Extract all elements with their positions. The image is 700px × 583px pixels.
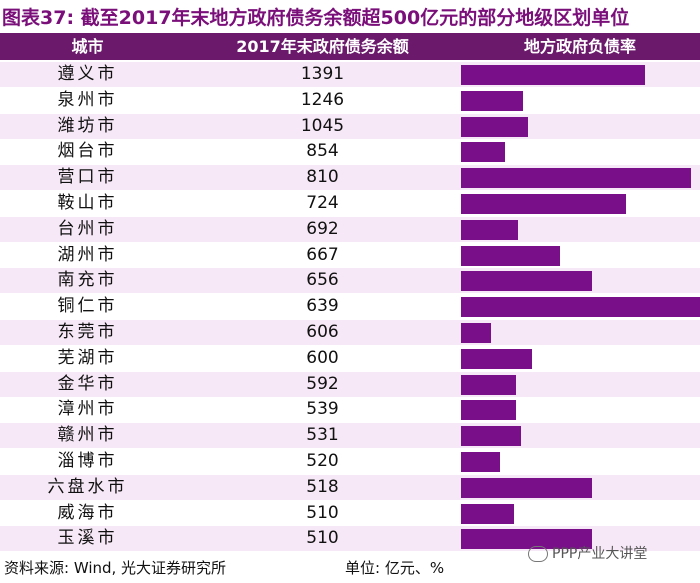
city-label: 鞍山市 <box>57 193 118 213</box>
debt-ratio-bar <box>461 374 516 395</box>
city-label: 台州市 <box>57 218 118 239</box>
table-row: 遵义市 1391 <box>0 62 700 87</box>
debt-value: 1045 <box>300 115 345 136</box>
debt-value: 656 <box>306 270 339 291</box>
table-row: 东莞市 606 <box>0 320 700 345</box>
debt-value: 667 <box>306 244 339 265</box>
watermark-text: PPP产业大讲堂 <box>552 546 648 562</box>
table-row: 营口市 810 <box>0 165 700 191</box>
city-label: 东莞市 <box>57 322 118 342</box>
debt-value: 692 <box>306 218 339 239</box>
city-label: 威海市 <box>57 502 118 523</box>
debt-ratio-bar <box>461 194 626 214</box>
table-row: 赣州市 531 <box>0 423 700 449</box>
table-row: 芜湖市 600 <box>0 346 700 371</box>
city-label: 芜湖市 <box>57 347 118 368</box>
debt-value: 510 <box>306 502 339 523</box>
column-header-ratio: 地方政府负债率 <box>523 37 636 56</box>
city-label: 铜仁市 <box>57 296 118 317</box>
table-row: 铜仁市 639 <box>0 294 700 319</box>
city-label: 南充市 <box>57 270 118 291</box>
city-label: 六盘水市 <box>47 476 128 497</box>
debt-value: 724 <box>306 193 339 213</box>
debt-value: 1246 <box>300 89 345 110</box>
city-label: 金华市 <box>57 373 118 394</box>
column-header-city: 城市 <box>71 37 104 56</box>
city-label: 潍坊市 <box>57 115 118 136</box>
debt-ratio-bar <box>461 116 528 137</box>
debt-ratio-bar <box>461 245 560 266</box>
city-label: 遵义市 <box>57 64 118 84</box>
debt-ratio-bar <box>461 142 505 163</box>
debt-value: 510 <box>306 528 339 549</box>
city-label: 赣州市 <box>57 425 118 446</box>
city-label: 烟台市 <box>57 141 118 162</box>
debt-ratio-bar <box>461 477 592 498</box>
table-row: 六盘水市 518 <box>0 474 700 500</box>
table-body: 遵义市 1391 泉州市 1246 潍坊市 1045 烟台市 854 营口市 810 鞍山市 724 台… <box>0 62 700 552</box>
debt-value: 1391 <box>300 64 345 84</box>
table-row: 金华市 592 <box>0 371 700 397</box>
table-row: 淄博市 520 <box>0 449 700 474</box>
table-header: 城市 2017年末政府债务余额 地方政府负债率 <box>0 33 700 60</box>
table-row: 烟台市 854 <box>0 139 700 164</box>
table-row: 台州市 692 <box>0 216 700 242</box>
debt-ratio-bar <box>461 348 532 369</box>
debt-value: 854 <box>306 141 339 162</box>
debt-ratio-bar <box>461 168 691 189</box>
table-row: 漳州市 539 <box>0 397 700 422</box>
chat-bubble-icon <box>528 546 548 562</box>
table-row: 威海市 510 <box>0 501 700 526</box>
table-row: 鞍山市 724 <box>0 191 700 216</box>
debt-ratio-bar <box>461 426 521 447</box>
city-label: 淄博市 <box>57 451 118 471</box>
column-header-debt: 2017年末政府债务余额 <box>236 37 409 56</box>
debt-value: 539 <box>306 399 339 420</box>
debt-ratio-bar <box>461 400 516 421</box>
table-row: 玉溪市 510 <box>0 526 700 552</box>
chart-title: 图表37: 截至2017年末地方政府债务余额超500亿元的部分地级区划单位 <box>2 7 630 29</box>
debt-ratio-bar <box>461 65 645 85</box>
debt-ratio-bar <box>461 271 592 292</box>
city-label: 泉州市 <box>57 89 118 110</box>
table-row: 湖州市 667 <box>0 243 700 268</box>
debt-ratio-bar <box>461 503 514 524</box>
debt-value: 639 <box>306 296 339 317</box>
debt-ratio-bar <box>461 529 592 550</box>
debt-value: 531 <box>306 425 339 446</box>
debt-value: 592 <box>306 373 339 394</box>
debt-ratio-bar <box>461 219 518 240</box>
debt-value: 518 <box>306 476 339 497</box>
city-label: 营口市 <box>57 167 118 188</box>
source-note: 资料来源: Wind, 光大证券研究所 <box>4 559 227 577</box>
watermark: PPP产业大讲堂 <box>528 542 698 566</box>
debt-value: 520 <box>306 451 339 471</box>
debt-ratio-bar <box>461 452 500 472</box>
table-row: 泉州市 1246 <box>0 88 700 113</box>
debt-ratio-bar <box>461 90 523 111</box>
debt-value: 606 <box>306 322 339 342</box>
debt-ratio-bar <box>461 323 491 343</box>
debt-value: 600 <box>306 347 339 368</box>
city-label: 玉溪市 <box>57 528 118 549</box>
debt-value: 810 <box>306 167 339 188</box>
debt-ratio-bar <box>461 297 700 318</box>
city-label: 湖州市 <box>57 244 118 265</box>
city-label: 漳州市 <box>57 399 118 420</box>
unit-note: 单位: 亿元、% <box>345 559 445 577</box>
table-row: 南充市 656 <box>0 268 700 294</box>
table-row: 潍坊市 1045 <box>0 113 700 139</box>
